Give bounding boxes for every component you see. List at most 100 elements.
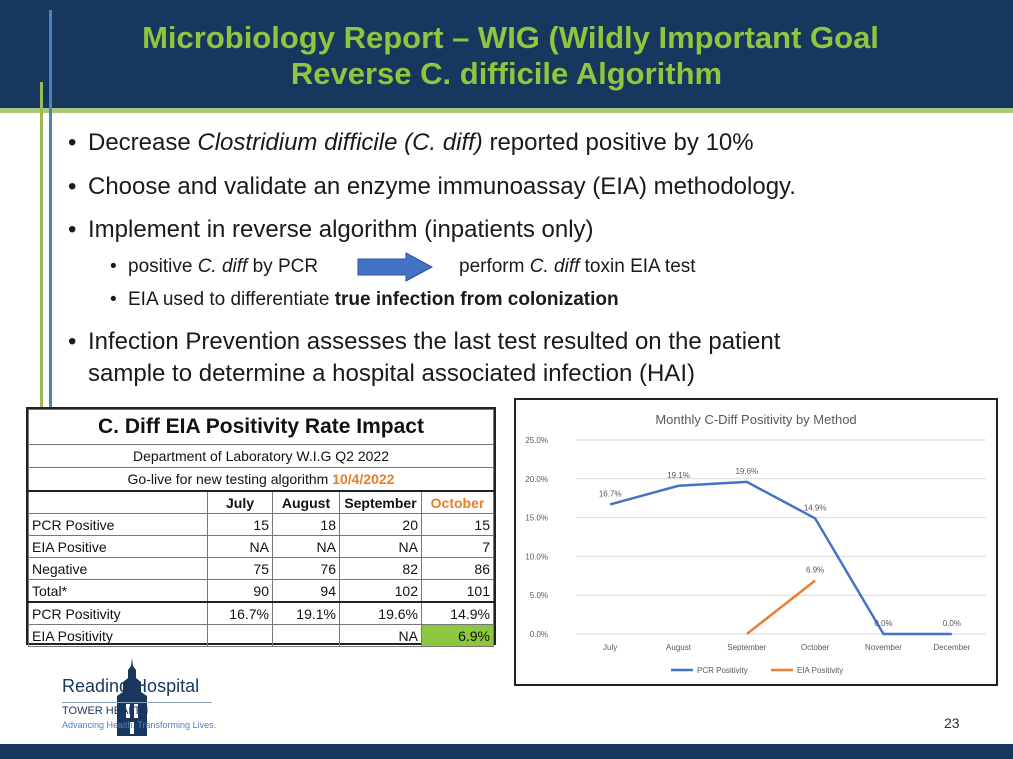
cell bbox=[272, 624, 340, 647]
golive-date: 10/4/2022 bbox=[332, 471, 395, 487]
cell: 94 bbox=[272, 579, 340, 603]
sub-bullet-eia-test: perform C. diff toxin EIA test bbox=[459, 256, 696, 277]
data-label: 19.1% bbox=[667, 471, 690, 480]
pcr-positivity-line bbox=[609, 480, 952, 636]
bullet-dot: • bbox=[110, 256, 117, 277]
header-accent-bar bbox=[0, 108, 1013, 113]
cell: 82 bbox=[339, 557, 422, 580]
bullet-dot: • bbox=[68, 216, 77, 243]
cell: 16.7% bbox=[207, 601, 273, 625]
cell: 18 bbox=[272, 513, 340, 536]
bullet-choose-validate: • Choose and validate an enzyme immunoass… bbox=[68, 173, 796, 200]
col-header-october: October bbox=[421, 490, 494, 514]
slide-title-line1: Microbiology Report – WIG (Wildly Import… bbox=[142, 20, 879, 55]
x-tick-label: August bbox=[666, 643, 692, 652]
cell: 14.9% bbox=[421, 601, 494, 625]
x-tick-label: July bbox=[603, 643, 617, 652]
col-header: August bbox=[272, 490, 340, 514]
cell: NA bbox=[339, 624, 422, 647]
col-header: July bbox=[207, 490, 273, 514]
logo-sub: TOWER HEALTH bbox=[62, 705, 149, 717]
table-subtitle: Department of Laboratory W.I.G Q2 2022 bbox=[28, 444, 494, 468]
page-number: 23 bbox=[944, 715, 960, 731]
cell-highlight: 6.9% bbox=[421, 624, 494, 647]
positivity-chart: Monthly C-Diff Positivity by Method 0.0%… bbox=[514, 398, 998, 686]
x-tick-label: November bbox=[865, 643, 902, 652]
eia-positivity-line bbox=[746, 579, 816, 635]
cell: 86 bbox=[421, 557, 494, 580]
decorative-green-line bbox=[40, 82, 43, 410]
y-tick-label: 20.0% bbox=[525, 475, 548, 484]
bullet-dot: • bbox=[68, 129, 77, 156]
bullet-infection-prevention: • Infection Prevention assesses the last … bbox=[68, 328, 781, 355]
cell: 20 bbox=[339, 513, 422, 536]
table-row: Negative 75 76 82 86 bbox=[28, 557, 494, 580]
x-tick-label: October bbox=[801, 643, 830, 652]
table-row: PCR Positive 15 18 20 15 bbox=[28, 513, 494, 536]
table-row: Total* 90 94 102 101 bbox=[28, 579, 494, 603]
row-label: Total* bbox=[28, 579, 208, 603]
cell: 90 bbox=[207, 579, 273, 603]
cell: 19.6% bbox=[339, 601, 422, 625]
cell: NA bbox=[207, 535, 273, 558]
decorative-blue-line bbox=[49, 10, 52, 410]
data-label: 6.9% bbox=[806, 565, 824, 574]
bullet-dot: • bbox=[110, 289, 117, 310]
col-header: September bbox=[339, 490, 422, 514]
stats-table: C. Diff EIA Positivity Rate Impact Depar… bbox=[28, 409, 494, 647]
row-label: PCR Positivity bbox=[28, 601, 208, 625]
sub-bullet-pcr: • positive C. diff by PCR bbox=[110, 256, 319, 277]
cell: 76 bbox=[272, 557, 340, 580]
right-arrow-icon bbox=[357, 252, 434, 282]
y-tick-label: 0.0% bbox=[530, 630, 548, 639]
bullet-dot: • bbox=[68, 173, 77, 200]
table-golive: Go-live for new testing algorithm 10/4/2… bbox=[28, 467, 494, 492]
table-row: EIA Positive NA NA NA 7 bbox=[28, 535, 494, 558]
legend-label: EIA Positivity bbox=[797, 666, 843, 675]
x-tick-label: December bbox=[933, 643, 970, 652]
cell bbox=[207, 624, 273, 647]
footer-bar bbox=[0, 744, 1013, 759]
cell: 101 bbox=[421, 579, 494, 603]
cell: 7 bbox=[421, 535, 494, 558]
cell: 19.1% bbox=[272, 601, 340, 625]
table-header-row: July August September October bbox=[28, 490, 494, 514]
y-tick-label: 15.0% bbox=[525, 514, 548, 523]
logo-name: Reading Hospital bbox=[62, 676, 200, 696]
logo-tagline: Advancing Health. Transforming Lives. bbox=[62, 720, 217, 730]
data-label: 19.6% bbox=[735, 467, 758, 476]
data-label: 0.0% bbox=[943, 619, 961, 628]
slide-title-line2: Reverse C. difficile Algorithm bbox=[290, 56, 723, 91]
y-tick-label: 10.0% bbox=[525, 552, 548, 561]
bullet-implement: • Implement in reverse algorithm (inpatie… bbox=[68, 216, 594, 243]
logo-divider bbox=[62, 702, 212, 703]
cell: 102 bbox=[339, 579, 422, 603]
data-label: 0.0% bbox=[874, 619, 892, 628]
cell: NA bbox=[339, 535, 422, 558]
y-tick-label: 5.0% bbox=[530, 591, 548, 600]
legend-label: PCR Positivity bbox=[697, 666, 748, 675]
row-label: Negative bbox=[28, 557, 208, 580]
x-tick-label: September bbox=[727, 643, 766, 652]
table-title: C. Diff EIA Positivity Rate Impact bbox=[28, 409, 494, 445]
cell: 15 bbox=[421, 513, 494, 536]
bullet-dot: • bbox=[68, 328, 77, 355]
sub-bullet-eia-differentiate: • EIA used to differentiate true infectio… bbox=[110, 289, 619, 310]
cell: 75 bbox=[207, 557, 273, 580]
cell: NA bbox=[272, 535, 340, 558]
tower-logo-icon bbox=[117, 658, 147, 736]
row-label: PCR Positive bbox=[28, 513, 208, 536]
bullet-infection-prevention-cont: sample to determine a hospital associate… bbox=[88, 360, 695, 387]
cell: 15 bbox=[207, 513, 273, 536]
chart-svg: Monthly C-Diff Positivity by Method 0.0%… bbox=[525, 412, 986, 675]
row-label: EIA Positivity bbox=[28, 624, 208, 647]
positivity-rate-table: C. Diff EIA Positivity Rate Impact Depar… bbox=[26, 407, 496, 647]
data-label: 14.9% bbox=[804, 503, 827, 512]
table-row: EIA Positivity NA 6.9% bbox=[28, 624, 494, 647]
header-band bbox=[0, 0, 1013, 108]
chart-title: Monthly C-Diff Positivity by Method bbox=[655, 412, 856, 427]
y-tick-label: 25.0% bbox=[525, 436, 548, 445]
table-row: PCR Positivity 16.7% 19.1% 19.6% 14.9% bbox=[28, 601, 494, 625]
row-label: EIA Positive bbox=[28, 535, 208, 558]
bullet-decrease-cdiff: • Decrease Clostridium difficile (C. diff… bbox=[68, 129, 754, 156]
